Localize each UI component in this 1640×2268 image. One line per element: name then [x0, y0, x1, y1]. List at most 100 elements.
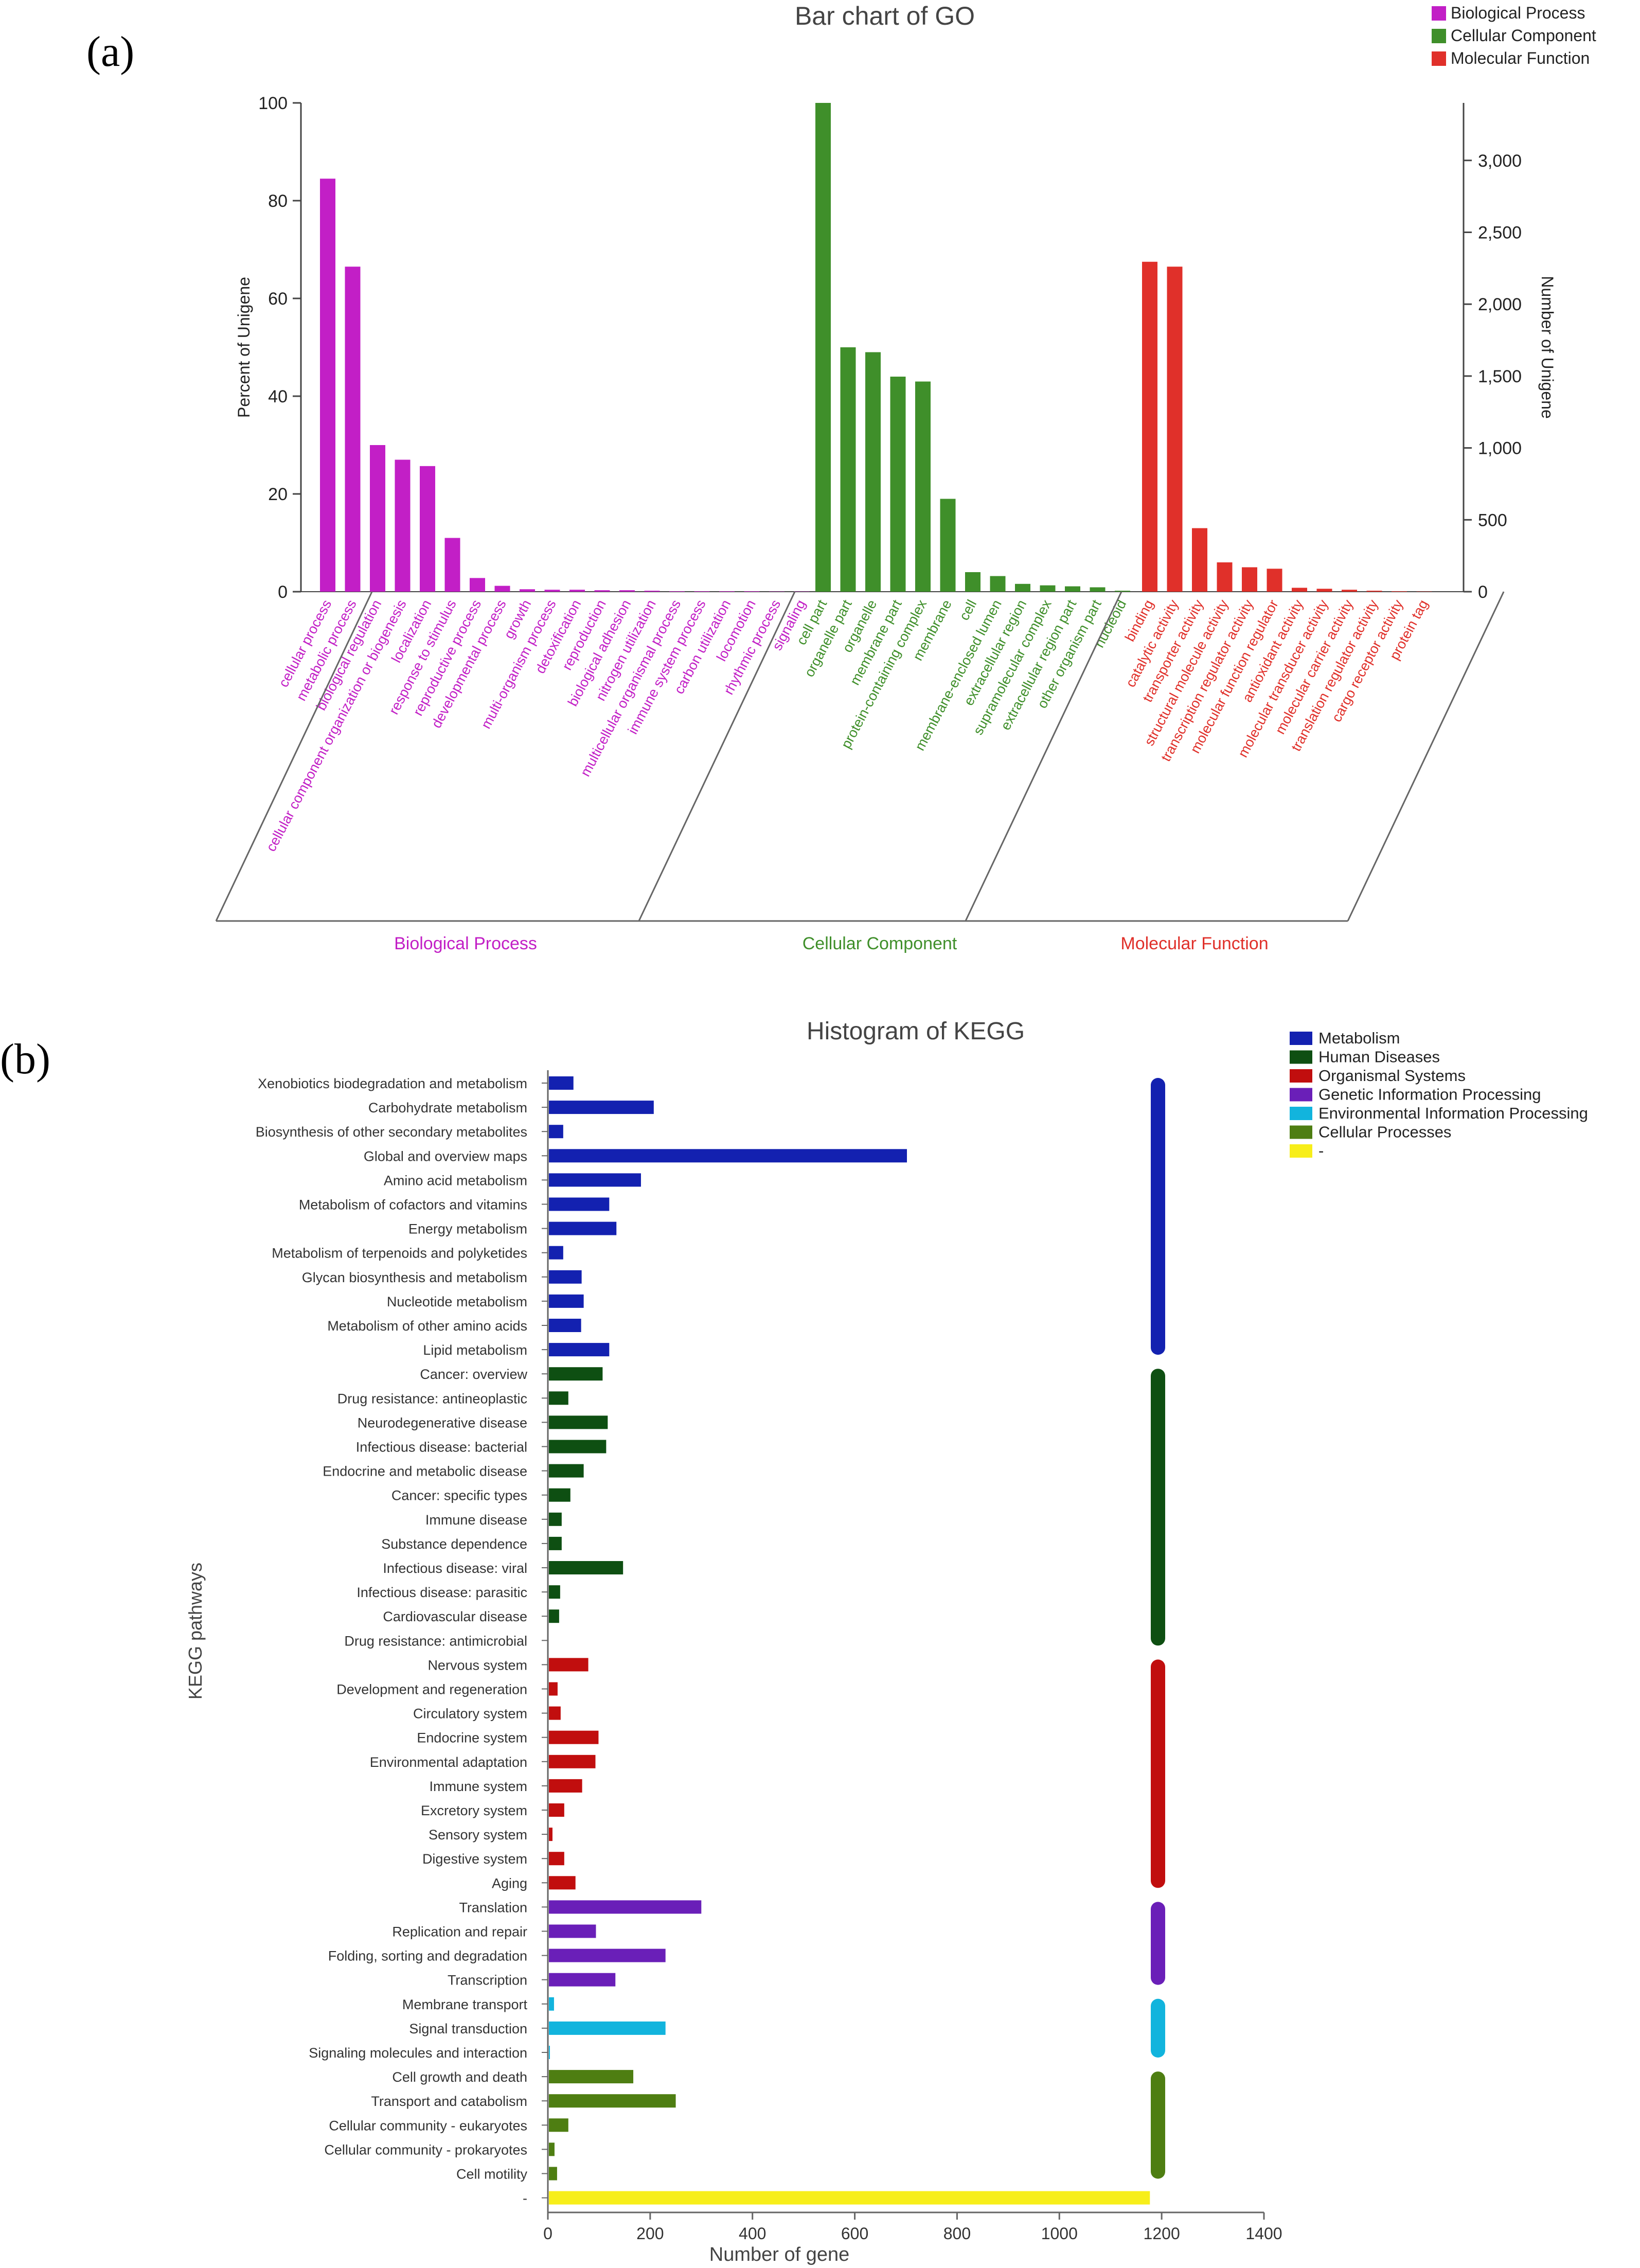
go-bar-localization: [420, 466, 435, 592]
kegg-bar-cancer-specific-types: [549, 1488, 571, 1502]
kegg-pathway-label: Cellular community - eukaryotes: [329, 2118, 527, 2133]
go-bar-biological-adhesion: [619, 590, 635, 592]
go-bar-organelle: [865, 352, 881, 592]
kegg-pathway-label: Carbohydrate metabolism: [368, 1100, 527, 1115]
go-y-tick-label: 60: [268, 289, 288, 309]
go-y-tick-label: 40: [268, 387, 288, 406]
go-y2-axis-label: Number of Unigene: [1538, 276, 1557, 418]
kegg-group-band-metabolism: [1151, 1078, 1165, 1355]
go-bar-locomotion: [744, 591, 760, 592]
go-bar-antioxidant-activity: [1292, 588, 1307, 592]
kegg-pathway-label: Endocrine system: [417, 1730, 527, 1746]
kegg-pathway-label: Immune system: [429, 1779, 527, 1794]
go-category-label: cell: [956, 597, 980, 623]
kegg-pathway-label: Metabolism of terpenoids and polyketides: [272, 1246, 527, 1261]
kegg-bar-immune-disease: [549, 1512, 562, 1526]
kegg-legend-swatch-metabolism: [1290, 1032, 1312, 1045]
kegg-bar-signaling-molecules-and-interaction: [549, 2046, 550, 2059]
kegg-bar-biosynthesis-of-other-secondary-metabolites: [549, 1125, 563, 1139]
go-bar-extracellular-region-part: [1065, 586, 1080, 592]
go-y-axis-label: Percent of Unigene: [235, 277, 253, 418]
go-bar-nitrogen-utilization: [644, 591, 660, 592]
kegg-pathway-label: Infectious disease: viral: [383, 1561, 527, 1576]
kegg-bar-sensory-system: [549, 1828, 552, 1841]
go-group-label-molecular-function: Molecular Function: [1120, 934, 1268, 953]
kegg-pathway-label: Nervous system: [427, 1657, 527, 1673]
kegg-bar-neurodegenerative-disease: [549, 1415, 608, 1429]
go-y-tick-label: 80: [268, 191, 288, 211]
go-bar-extracellular-region: [1015, 583, 1030, 592]
kegg-x-tick-label: 0: [543, 2224, 552, 2243]
kegg-pathway-label: Metabolism of other amino acids: [327, 1318, 527, 1334]
kegg-pathway-label: Metabolism of cofactors and vitamins: [299, 1197, 527, 1213]
kegg-bar-immune-system: [549, 1779, 582, 1793]
go-chart-title: Bar chart of GO: [795, 2, 975, 30]
kegg-pathway-label: Replication and repair: [392, 1924, 527, 1940]
kegg-pathway-label: Circulatory system: [413, 1706, 527, 1722]
kegg-legend-label-metabolism: Metabolism: [1318, 1029, 1400, 1047]
kegg-bar-transport-and-catabolism: [549, 2094, 676, 2108]
go-bar-cell-part: [815, 103, 831, 592]
kegg-legend-swatch-cellular-processes: [1290, 1125, 1312, 1139]
kegg-bar-cellular-community-eukaryotes: [549, 2118, 568, 2132]
kegg-bar-replication-and-repair: [549, 1924, 596, 1938]
kegg-bar-circulatory-system: [549, 1706, 561, 1720]
go-bar-translation-regulator-activity: [1366, 591, 1382, 592]
kegg-x-tick-label: 1400: [1245, 2224, 1282, 2243]
kegg-pathway-label: Lipid metabolism: [423, 1342, 527, 1358]
kegg-bar-metabolism-of-terpenoids-and-polyketides: [549, 1246, 563, 1260]
kegg-pathway-label: Substance dependence: [381, 1536, 527, 1552]
kegg-pathway-label: Cell motility: [456, 2167, 528, 2182]
kegg-bar-amino-acid-metabolism: [549, 1173, 641, 1187]
kegg-pathway-label: Folding, sorting and degradation: [328, 1948, 527, 1964]
kegg-legend-label-organismal-systems: Organismal Systems: [1318, 1067, 1466, 1085]
kegg-pathway-label: Signal transduction: [409, 2021, 527, 2036]
go-legend-swatch-cellular-component: [1432, 29, 1446, 43]
go-bar-molecular-transducer-activity: [1316, 589, 1332, 592]
kegg-group-band-organismal-systems: [1151, 1659, 1165, 1888]
kegg-pathway-label: Immune disease: [425, 1512, 527, 1528]
go-bar-developmental-process: [494, 586, 510, 592]
kegg-pathway-label: Transcription: [448, 1973, 527, 1988]
go-bar-multi-organism-process: [544, 590, 560, 592]
kegg-bar-substance-dependence: [549, 1536, 562, 1550]
kegg-bar-endocrine-system: [549, 1730, 599, 1744]
kegg-legend-label-genetic-information-processing: Genetic Information Processing: [1318, 1086, 1541, 1104]
go-legend-swatch-biological-process: [1432, 6, 1446, 21]
go-bar-growth: [520, 589, 535, 592]
go-bar-transporter-activity: [1192, 528, 1207, 592]
kegg-pathway-label: Membrane transport: [402, 1997, 528, 2012]
kegg-y-axis-label: KEGG pathways: [185, 1563, 206, 1699]
kegg-bar-environmental-adaptation: [549, 1755, 596, 1768]
go-bar-other-organism-part: [1090, 587, 1106, 592]
kegg-pathway-label: Endocrine and metabolic disease: [323, 1464, 527, 1479]
go-bar-chart: Bar chart of GO 0 20 40 60 80 100 Percent of Un…: [215, 2, 1596, 953]
kegg-pathway-label: Neurodegenerative disease: [358, 1415, 527, 1430]
kegg-x-tick-label: 600: [841, 2224, 868, 2243]
kegg-bar-digestive-system: [549, 1852, 564, 1866]
go-legend-swatch-molecular-function: [1432, 51, 1446, 66]
kegg-pathway-label: Glycan biosynthesis and metabolism: [302, 1270, 527, 1285]
go-bar-response-to-stimulus: [444, 538, 460, 592]
go-bar-carbon-utilization: [719, 591, 735, 592]
kegg-group-band-cellular-processes: [1151, 2071, 1165, 2179]
go-y-tick-label: 20: [268, 485, 288, 504]
go-bar-biological-regulation: [370, 445, 385, 592]
kegg-pathway-label: Cancer: overview: [420, 1367, 527, 1382]
kegg-pathway-label: Development and regeneration: [336, 1682, 527, 1697]
kegg-bar-nervous-system: [549, 1658, 589, 1672]
kegg-pathway-label: Biosynthesis of other secondary metaboli…: [256, 1124, 527, 1140]
kegg-legend-swatch-human-diseases: [1290, 1050, 1312, 1064]
kegg-legend-label-cellular-processes: Cellular Processes: [1318, 1123, 1451, 1141]
kegg-bar-dash: [549, 2191, 1150, 2205]
kegg-pathway-label: -: [523, 2191, 527, 2206]
kegg-bar-cellular-community-prokaryotes: [549, 2142, 555, 2156]
kegg-bar-infectious-disease-viral: [549, 1561, 623, 1574]
kegg-bar-cancer-overview: [549, 1367, 603, 1381]
kegg-pathway-label: Nucleotide metabolism: [387, 1294, 527, 1309]
kegg-x-tick-label: 400: [739, 2224, 766, 2243]
kegg-pathway-label: Environmental adaptation: [370, 1755, 527, 1770]
kegg-pathway-label: Cardiovascular disease: [383, 1609, 527, 1624]
go-bar-molecular-carrier-activity: [1342, 590, 1357, 592]
